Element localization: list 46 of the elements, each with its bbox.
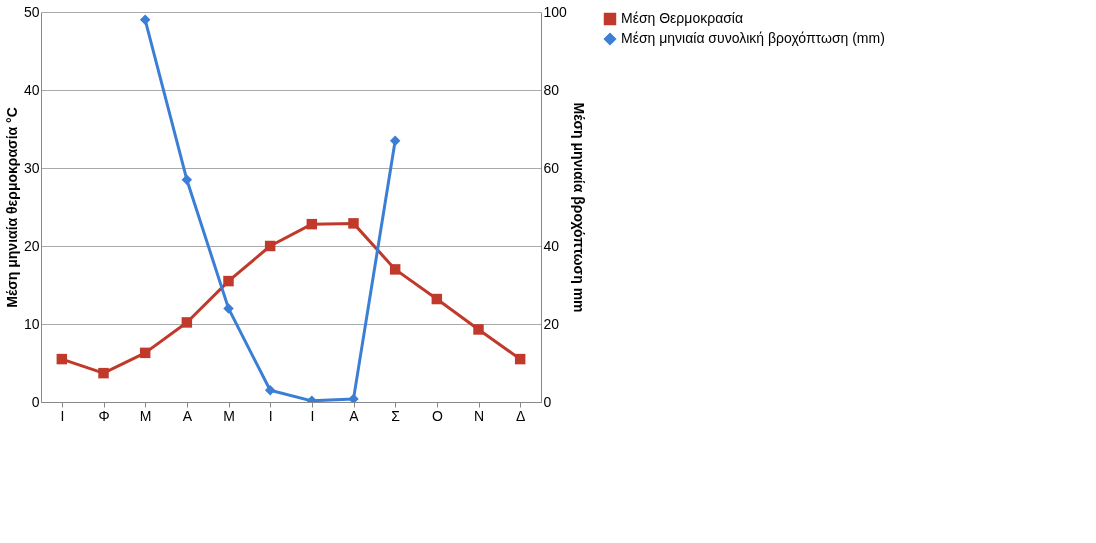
point [139,347,151,359]
y-tick-label: 20 [23,237,40,254]
x-tick-label: Φ [98,407,110,424]
point [348,218,359,229]
y2-tick-label: 60 [543,159,560,176]
point [431,293,443,305]
y-tick-label: 0 [31,393,40,410]
y2-tick-label: 100 [543,3,568,20]
point [181,317,193,328]
x-tick-label: Ι [60,407,65,424]
x-tick-label: Ι [310,407,315,424]
point [223,275,234,287]
x-tick-label: Ν [473,407,485,424]
point [98,367,109,379]
x-tick-label: Ι [268,407,273,424]
x-tick-label: Μ [223,407,235,424]
point [264,385,276,396]
x-tick-label: Μ [139,407,152,424]
y-tick-label: 10 [23,315,40,332]
point [389,264,401,275]
legend-label: Μέση Θερμοκρασία [621,10,744,26]
point [223,303,234,314]
point [306,218,318,230]
point [514,353,526,365]
point [389,135,401,146]
x-tick-label: Α [182,407,193,424]
point [56,353,68,365]
y2-tick-label: 0 [543,393,552,410]
y2-tick-label: 20 [543,315,560,332]
y2-tick-label: 40 [543,237,560,254]
point [181,174,193,185]
point [473,324,484,335]
point [348,393,359,402]
y-axis-title: Μέση μηνιαία θερμοκρασία °C [3,107,20,308]
legend-label: Μέση μηνιαία συνολική βροχόπτωση (mm) [621,30,885,46]
x-tick-label: Α [349,407,360,424]
x-tick-label: Σ [391,407,401,424]
point [139,14,151,26]
y2-tick-label: 80 [543,81,560,98]
y-tick-label: 40 [23,81,40,98]
x-tick-label: Ο [431,407,443,424]
y2-axis-title: Μέση μηνιαία βροχόπτωση mm [570,102,587,313]
y-tick-label: 30 [23,159,40,176]
x-tick-label: Δ [515,407,526,424]
y-tick-label: 50 [23,3,40,20]
point [264,240,276,252]
